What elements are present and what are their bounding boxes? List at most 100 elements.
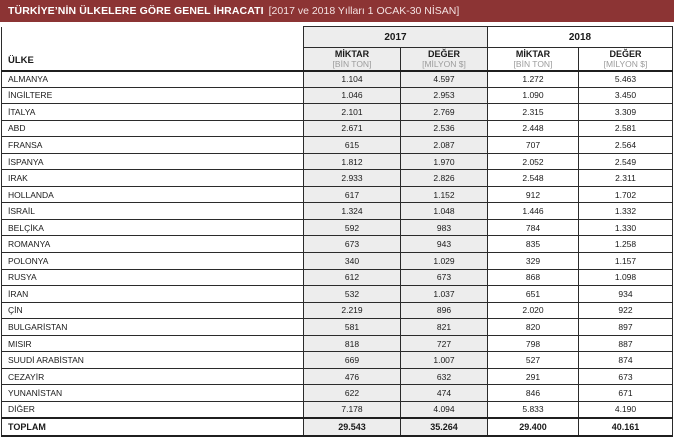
title-period: [2017 ve 2018 Yılları 1 OCAK-30 NİSAN] [268,5,460,17]
value-cell: 1.970 [400,152,488,171]
value-cell: 2.219 [303,301,401,320]
value-cell: 4.190 [578,400,673,419]
value-cell: 707 [487,136,579,154]
value-cell: 2.311 [578,169,673,187]
measure-header-row: MİKTAR [BİN TON] DEĞER [MİLYON $] MİKTAR… [2,47,673,72]
miktar-label: MİKTAR [515,48,551,59]
value-cell: 673 [400,268,488,287]
country-cell: CEZAYİR [1,367,304,386]
value-cell: 2.581 [578,119,673,138]
table-row: İSPANYA 1.812 1.970 2.052 2.549 [1,152,673,171]
value-cell: 887 [578,334,673,353]
value-cell: 2.052 [487,152,579,171]
value-cell: 2.549 [578,152,673,171]
miktar-label: MİKTAR [334,48,370,59]
country-cell: POLONYA [1,252,304,270]
value-cell: 35.264 [400,417,488,437]
country-cell: BULGARİSTAN [1,318,304,336]
export-table-container: ÜLKE 2017 2018 MİKTAR [BİN TON] DEĞER [M… [1,26,673,437]
value-cell: 532 [303,285,401,303]
value-cell: 727 [400,334,488,353]
bin-ton-unit-label: [BİN TON] [332,58,372,69]
title-bar: TÜRKİYE’NİN ÜLKELERE GÖRE GENEL İHRACATI… [0,0,674,22]
value-cell: 1.330 [578,218,673,237]
value-cell: 1.812 [303,152,401,171]
value-cell: 2.315 [487,103,579,121]
value-cell: 669 [303,351,401,369]
value-cell: 1.152 [400,185,488,204]
value-cell: 5.833 [487,400,579,419]
value-cell: 4.597 [400,70,488,88]
value-cell: 943 [400,235,488,254]
country-cell: ALMANYA [1,70,304,88]
miktar-2018-column-header: MİKTAR [BİN TON] [487,47,579,72]
page-title: TÜRKİYE’NİN ÜLKELERE GÖRE GENEL İHRACATI [8,5,264,17]
value-cell: 340 [303,252,401,270]
table-row: IRAK 2.933 2.826 2.548 2.311 [1,169,673,187]
value-cell: 1.446 [487,202,579,220]
value-cell: 1.332 [578,202,673,220]
value-cell: 912 [487,185,579,204]
value-cell: 897 [578,318,673,336]
table-body: ALMANYA 1.104 4.597 1.272 5.463 İNGİLTERE 1.04… [1,70,673,419]
year-2018-header: 2018 [487,26,673,48]
value-cell: 1.098 [578,268,673,287]
table-row: ALMANYA 1.104 4.597 1.272 5.463 [1,70,673,88]
value-cell: 922 [578,301,673,320]
country-cell: İSPANYA [1,152,304,171]
milyon-usd-unit-label: [MİLYON $] [603,58,648,69]
value-cell: 671 [578,384,673,402]
value-cell: 874 [578,351,673,369]
value-cell: 581 [303,318,401,336]
value-cell: 2.564 [578,136,673,154]
year-header-row: ÜLKE 2017 2018 [1,26,673,72]
country-cell: ROMANYA [1,235,304,254]
country-cell: HOLLANDA [1,185,304,204]
value-cell: 820 [487,318,579,336]
value-cell: 615 [303,136,401,154]
value-cell: 592 [303,218,401,237]
value-cell: 1.029 [400,252,488,270]
value-cell: 983 [400,218,488,237]
table-header: ÜLKE 2017 2018 MİKTAR [BİN TON] DEĞER [M… [1,26,673,72]
value-cell: 5.463 [578,70,673,88]
country-cell: RUSYA [1,268,304,287]
table-row: ROMANYA 673 943 835 1.258 [1,235,673,254]
value-cell: 2.020 [487,301,579,320]
total-row: TOPLAM 29.543 35.264 29.400 40.161 [1,417,673,437]
table-row: ABD 2.671 2.536 2.448 2.581 [1,119,673,138]
value-cell: 2.101 [303,103,401,121]
value-cell: 617 [303,185,401,204]
value-cell: 868 [487,268,579,287]
country-cell: SUUDİ ARABİSTAN [1,351,304,369]
value-cell: 2.826 [400,169,488,187]
value-cell: 632 [400,367,488,386]
table-row: İTALYA 2.101 2.769 2.315 3.309 [1,103,673,121]
table-row: BELÇİKA 592 983 784 1.330 [1,218,673,237]
table-row: DİĞER 7.178 4.094 5.833 4.190 [1,400,673,419]
value-cell: 673 [303,235,401,254]
value-cell: 846 [487,384,579,402]
value-cell: 7.178 [303,400,401,419]
value-cell: 2.087 [400,136,488,154]
value-cell: 476 [303,367,401,386]
country-cell: BELÇİKA [1,218,304,237]
value-cell: 934 [578,285,673,303]
value-cell: 784 [487,218,579,237]
value-cell: 818 [303,334,401,353]
value-cell: 1.048 [400,202,488,220]
value-cell: 798 [487,334,579,353]
value-cell: 896 [400,301,488,320]
table-row: MISIR 818 727 798 887 [1,334,673,353]
country-column-header: ÜLKE [1,26,304,72]
value-cell: 291 [487,367,579,386]
table-row: ÇİN 2.219 896 2.020 922 [1,301,673,320]
value-cell: 527 [487,351,579,369]
milyon-usd-unit-label: [MİLYON $] [422,58,466,69]
value-cell: 2.769 [400,103,488,121]
value-cell: 2.671 [303,119,401,138]
value-cell: 4.094 [400,400,488,419]
value-cell: 1.037 [400,285,488,303]
table-row: YUNANİSTAN 622 474 846 671 [1,384,673,402]
